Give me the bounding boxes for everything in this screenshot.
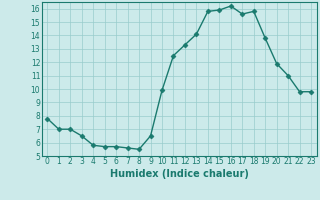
X-axis label: Humidex (Indice chaleur): Humidex (Indice chaleur)	[110, 169, 249, 179]
